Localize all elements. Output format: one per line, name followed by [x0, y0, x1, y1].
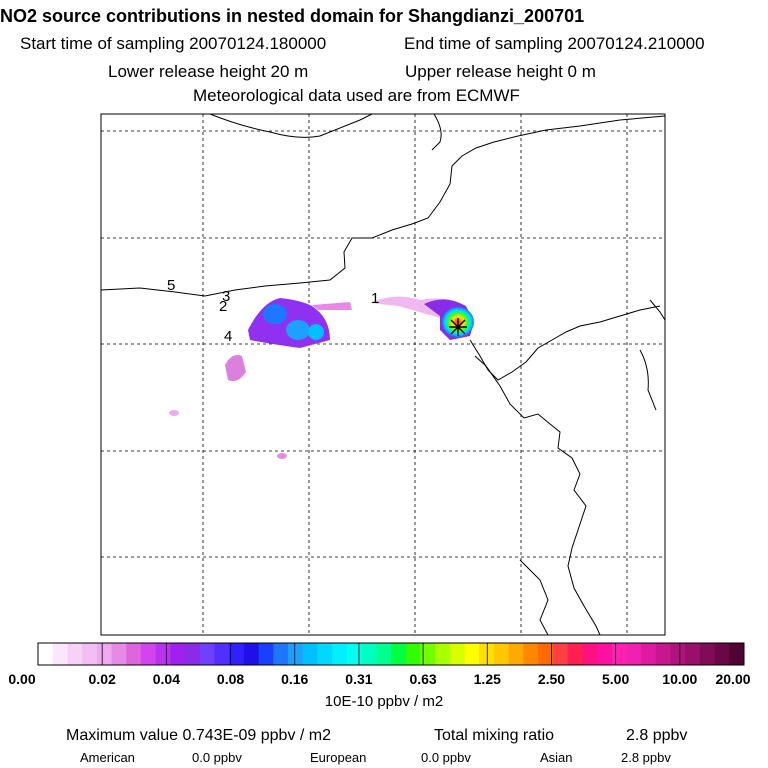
asterisk-star-icon [449, 318, 467, 336]
european-value: 0.0 ppbv [421, 750, 471, 765]
colorbar-tick-label: 20.00 [715, 671, 751, 687]
asian-label: Asian [540, 750, 573, 765]
colorbar-swatch [435, 643, 451, 665]
colorbar-swatch [552, 643, 568, 665]
american-value: 0.0 ppbv [192, 750, 242, 765]
colorbar-swatch [273, 643, 289, 665]
colorbar-swatch [670, 643, 686, 665]
map-area: 1 2 3 4 5 [101, 114, 665, 635]
concentration-plumes [169, 296, 474, 459]
colorbar-swatch [405, 643, 421, 665]
total-mixing-ratio-value: 2.8 ppbv [626, 727, 688, 744]
colorbar-swatch [38, 643, 54, 665]
colorbar-swatch [258, 643, 274, 665]
colorbar-tick-label: 5.00 [602, 671, 630, 687]
colorbar-tick-label: 0.00 [8, 671, 36, 687]
colorbar-tick-label: 0.08 [216, 671, 245, 687]
meteorological-data-label: Meteorological data used are from ECMWF [193, 86, 520, 105]
colorbar-swatch [126, 643, 142, 665]
colorbar-swatch [317, 643, 333, 665]
colorbar-swatch [170, 643, 186, 665]
colorbar-swatch [82, 643, 98, 665]
colorbar-swatch [729, 643, 745, 665]
colorbar-swatch [391, 643, 407, 665]
american-label: American [80, 750, 135, 765]
colorbar-swatch [67, 643, 83, 665]
colorbar-swatch [479, 643, 495, 665]
colorbar-swatch [229, 643, 245, 665]
colorbar-tick-label: 0.31 [345, 671, 373, 687]
colorbar-swatch [361, 643, 377, 665]
colorbar-swatch [155, 643, 171, 665]
colorbar-swatch [449, 643, 466, 665]
colorbar-swatch [611, 643, 627, 665]
colorbar-tick-label: 0.16 [281, 671, 309, 687]
colorbar-swatch [332, 643, 348, 665]
colorbar-swatch [685, 643, 701, 665]
upper-release-height: Upper release height 0 m [405, 62, 596, 81]
colorbar [38, 643, 745, 665]
colorbar-swatch [567, 643, 583, 665]
colorbar-units: 10E-10 ppbv / m2 [324, 693, 444, 710]
colorbar-swatch [420, 643, 436, 665]
colorbar-swatch [288, 643, 304, 665]
colorbar-swatch [523, 643, 539, 665]
colorbar-swatch [346, 643, 363, 665]
colorbar-swatch [493, 643, 510, 665]
maximum-value-label: Maximum value 0.743E-09 ppbv / m2 [66, 727, 332, 744]
source-label-2: 2 [219, 298, 227, 315]
colorbar-swatch [538, 643, 554, 665]
lat-lon-grid [101, 114, 665, 635]
colorbar-swatch [626, 643, 642, 665]
colorbar-swatch [655, 643, 671, 665]
colorbar-tick-label: 2.50 [537, 671, 566, 687]
source-region-labels: 1 2 3 4 5 [167, 277, 379, 345]
source-label-5: 5 [167, 277, 175, 294]
source-label-1: 1 [371, 290, 379, 307]
colorbar-swatch [714, 643, 730, 665]
colorbar-tick-label: 0.63 [409, 671, 437, 687]
colorbar-frame [37, 642, 745, 666]
source-label-4: 4 [224, 328, 232, 345]
colorbar-swatch [140, 643, 157, 665]
colorbar-swatch [596, 643, 613, 665]
colorbar-swatch [508, 643, 524, 665]
colorbar-tick-label: 0.04 [152, 671, 180, 687]
colorbar-swatch [376, 643, 392, 665]
map-frame [100, 113, 666, 636]
colorbar-swatch [641, 643, 657, 665]
asian-value: 2.8 ppbv [621, 750, 671, 765]
colorbar-swatch [199, 643, 215, 665]
colorbar-swatch [52, 643, 68, 665]
colorbar-swatch [302, 643, 318, 665]
page-title: NO2 source contributions in nested domai… [0, 6, 585, 26]
european-label: European [310, 750, 367, 765]
colorbar-swatch [582, 643, 598, 665]
colorbar-swatch [243, 643, 260, 665]
colorbar-swatch [214, 643, 230, 665]
coastlines [101, 114, 665, 635]
colorbar-tick-label: 0.02 [88, 671, 116, 687]
colorbar-swatch [96, 643, 113, 665]
start-time-label: Start time of sampling 20070124.180000 [20, 34, 327, 53]
colorbar-swatch [699, 643, 716, 665]
colorbar-swatch [111, 643, 127, 665]
source-label-3: 3 [222, 288, 230, 305]
total-mixing-ratio-label: Total mixing ratio [434, 727, 555, 744]
colorbar-tick-label: 10.00 [662, 671, 698, 687]
colorbar-swatch [185, 643, 201, 665]
colorbar-swatch [464, 643, 480, 665]
end-time-label: End time of sampling 20070124.210000 [404, 34, 705, 53]
lower-release-height: Lower release height 20 m [108, 62, 309, 81]
colorbar-tick-label: 1.25 [473, 671, 501, 687]
